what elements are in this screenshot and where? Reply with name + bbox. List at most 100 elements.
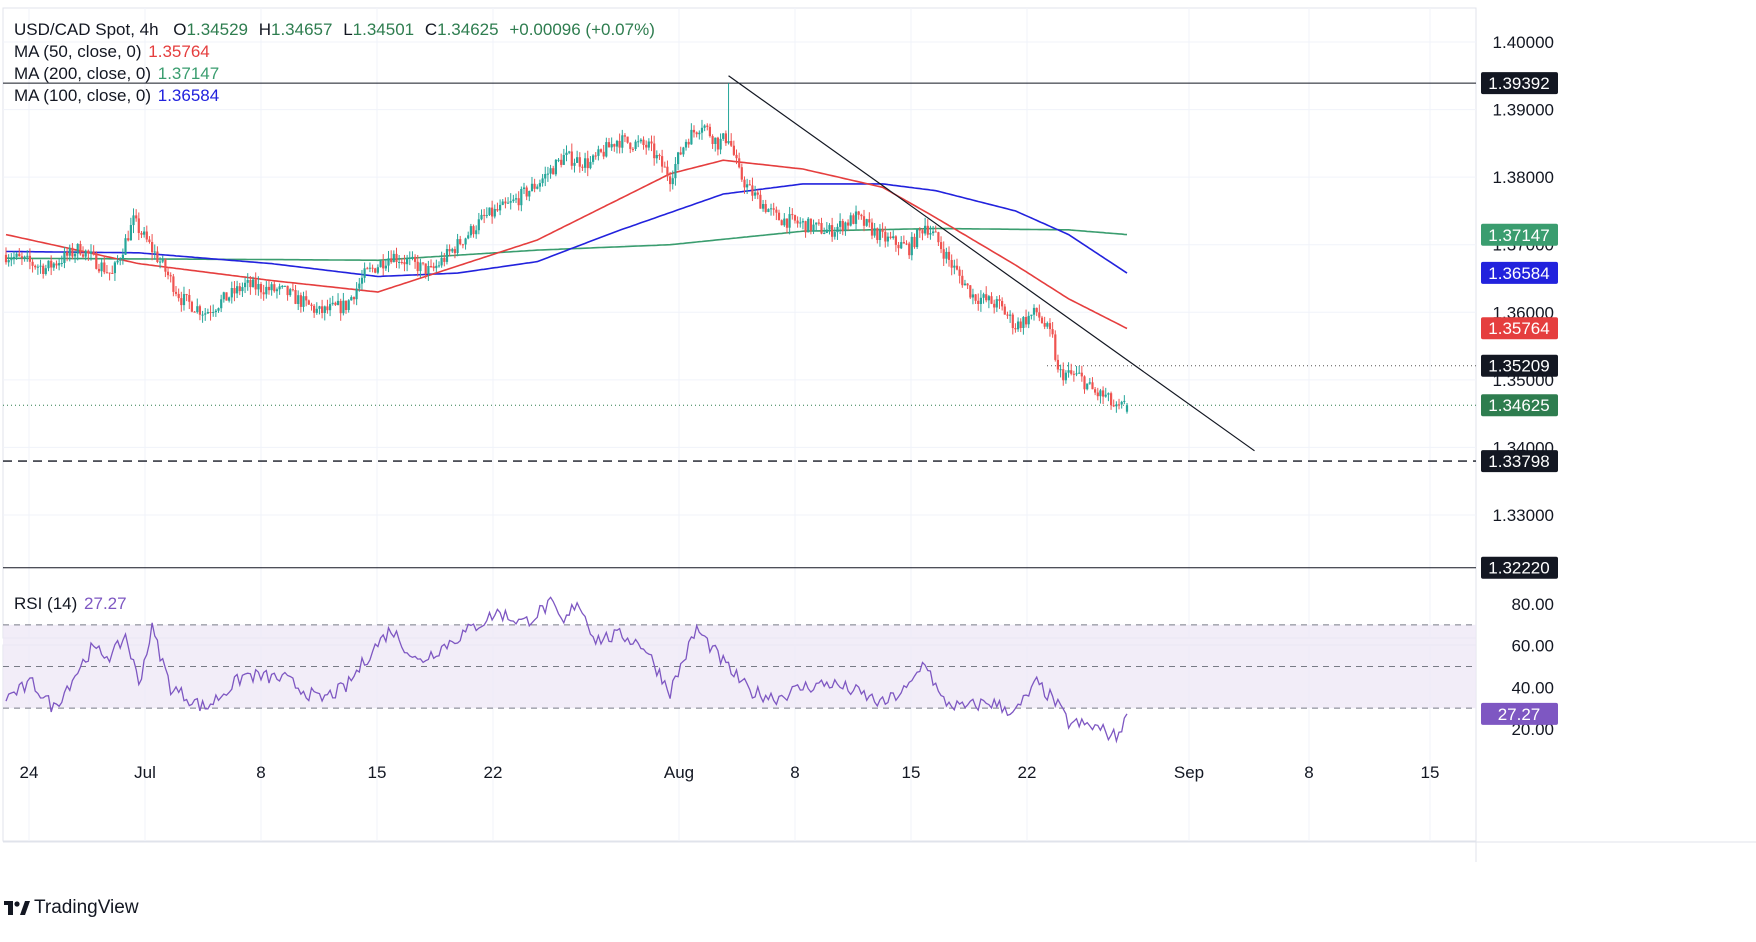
price-tag-label: 1.39392 (1488, 74, 1549, 93)
candle-body (286, 285, 289, 296)
candle-body (629, 142, 632, 149)
candle-body (1070, 370, 1073, 374)
candle-body (743, 179, 746, 188)
candle-body (71, 247, 74, 257)
candle-body (884, 231, 887, 242)
candle-body (464, 238, 467, 245)
candle-body (554, 159, 557, 175)
candle-body (84, 250, 87, 257)
ma100-legend[interactable]: MA (100, close, 0) 1.36584 (14, 86, 219, 106)
candle-body (387, 258, 390, 266)
candle-body (584, 158, 587, 168)
ma200-label: MA (200, close, 0) (14, 64, 152, 83)
candle-body (730, 141, 733, 146)
candle-body (310, 304, 313, 306)
candle-body (655, 155, 658, 159)
candle-body (36, 266, 39, 268)
candle-body (169, 275, 172, 277)
candle-body (807, 218, 810, 233)
candle-body (451, 249, 454, 252)
candle-body (326, 306, 329, 311)
candle-body (509, 201, 512, 203)
candle-body (724, 133, 727, 144)
candle-body (214, 310, 217, 313)
candle-body (777, 212, 781, 221)
candle-body (576, 157, 579, 163)
candle-body (1019, 321, 1022, 328)
candle-body (990, 296, 993, 304)
candle-body (1046, 323, 1049, 327)
candle-body (618, 140, 621, 148)
candle-body (714, 137, 717, 144)
candle-body (12, 256, 16, 260)
price-tag: 1.34625 (1481, 394, 1558, 417)
candle-body (1117, 404, 1121, 406)
ma200-legend[interactable]: MA (200, close, 0) 1.37147 (14, 64, 219, 84)
ma100-line (6, 183, 1128, 278)
candle-body (881, 229, 884, 232)
candle-body (31, 261, 34, 266)
candle-body (336, 300, 340, 305)
price-tag: 1.32220 (1481, 556, 1558, 579)
candle-body (124, 238, 127, 255)
price-tag-label: 1.36584 (1488, 264, 1549, 283)
candle-body (95, 253, 98, 269)
trendline[interactable] (728, 75, 1255, 452)
chart-area[interactable]: 1.400001.390001.380001.370001.360001.350… (0, 0, 1756, 893)
candle-body (631, 148, 634, 150)
price-tick-label: 1.33000 (1493, 506, 1554, 525)
price-tag-box (1481, 556, 1558, 579)
price-tick-label: 1.39000 (1493, 101, 1554, 120)
candle-body (198, 306, 201, 315)
candle-body (1067, 370, 1070, 373)
candle-body (517, 198, 520, 206)
candle-body (910, 236, 913, 256)
candle-body (703, 125, 706, 128)
candle-body (666, 166, 669, 177)
open-label: O (173, 20, 187, 39)
rsi-legend[interactable]: RSI (14) 27.27 (14, 594, 127, 614)
tradingview-logo-icon[interactable] (4, 901, 30, 915)
candle-body (52, 263, 55, 268)
candle-body (111, 273, 114, 274)
candle-body (759, 194, 762, 209)
candle-body (406, 259, 409, 265)
symbol-legend[interactable]: USD/CAD Spot, 4h O1.34529 H1.34657 L1.34… (14, 20, 655, 40)
candle-body (259, 284, 263, 293)
candle-body (732, 145, 735, 155)
candle-body (1059, 369, 1062, 371)
candle-body (613, 144, 616, 147)
candle-body (684, 141, 688, 148)
candle-body (1011, 314, 1014, 328)
downtrend-line[interactable] (728, 75, 1255, 452)
candle-body (775, 209, 778, 213)
rsi-tag: 27.27 (1481, 702, 1558, 725)
candle-body (283, 285, 286, 287)
candle-body (108, 272, 111, 274)
candle-body (180, 298, 183, 306)
candle-body (562, 155, 565, 165)
candle-body (586, 158, 589, 169)
candle-body (995, 299, 998, 308)
time-axis[interactable]: 24 Jul 8 15 22 Aug 8 15 22 Sep 8 15 (20, 763, 1440, 782)
candle-body (998, 299, 1001, 301)
price-pane[interactable] (2, 7, 1477, 639)
candle-body (342, 300, 345, 314)
candle-body (318, 306, 321, 309)
candle-body (1091, 382, 1094, 390)
candle-body (849, 215, 852, 226)
candle-body (432, 266, 435, 269)
rsi-band (3, 624, 1476, 709)
candle-body (190, 301, 193, 312)
candle-body (780, 220, 783, 226)
candle-body (488, 207, 491, 216)
ma50-legend[interactable]: MA (50, close, 0) 1.35764 (14, 42, 210, 62)
candle-body (339, 300, 342, 314)
candle-body (985, 294, 988, 301)
candle-body (366, 268, 369, 270)
candle-body (831, 225, 834, 237)
candle-body (934, 231, 937, 233)
low-label: L (343, 20, 353, 39)
candle-body (323, 306, 326, 313)
candle-body (945, 251, 948, 259)
